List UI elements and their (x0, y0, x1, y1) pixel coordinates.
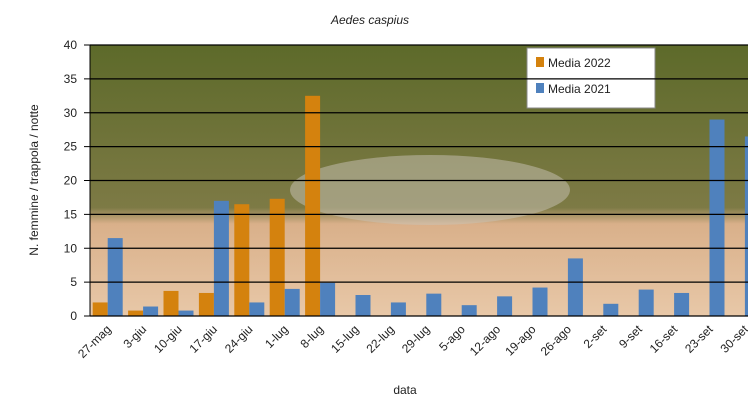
x-tick-label: 8-lug (297, 322, 326, 351)
legend (526, 47, 656, 109)
bar (638, 289, 654, 316)
bar (497, 296, 513, 316)
bar (269, 198, 285, 316)
bar (128, 310, 144, 316)
y-tick-label: 10 (64, 241, 78, 255)
bar (178, 310, 194, 316)
bar (163, 290, 179, 316)
y-tick-label: 35 (64, 72, 78, 86)
x-tick-label: 17-giu (187, 322, 220, 355)
x-tick-label: 27-mag (75, 322, 114, 361)
background-photo (290, 155, 570, 225)
y-tick-label: 40 (64, 38, 78, 52)
y-tick-label: 25 (64, 140, 78, 154)
x-tick-label: 26-ago (538, 322, 575, 359)
x-tick-label: 19-ago (502, 322, 539, 359)
bar (234, 204, 250, 316)
bar (249, 302, 265, 316)
x-tick-label: 15-lug (328, 322, 361, 355)
bar (355, 294, 371, 316)
x-tick-label: 3-giu (120, 322, 149, 351)
x-tick-label: 24-giu (222, 322, 255, 355)
y-tick-label: 15 (64, 207, 78, 221)
bar (198, 292, 214, 316)
x-tick-label: 16-set (647, 322, 681, 356)
bar (107, 238, 123, 316)
x-tick-label: 2-set (581, 322, 610, 351)
x-tick-label: 5-ago (436, 322, 468, 354)
bar (461, 305, 477, 316)
bar (709, 119, 725, 317)
legend-swatch (536, 57, 544, 67)
y-tick-label: 20 (64, 174, 78, 188)
legend-label: Media 2022 (548, 56, 611, 70)
bar (744, 136, 748, 316)
bar (603, 303, 619, 316)
x-tick-label: 22-lug (364, 322, 397, 355)
bar (92, 302, 108, 316)
bar (390, 302, 406, 316)
y-tick-label: 5 (70, 275, 77, 289)
bar (284, 288, 300, 316)
bar (213, 200, 229, 316)
x-tick-label: 29-lug (399, 322, 432, 355)
legend-label: Media 2021 (548, 82, 611, 96)
bar (305, 95, 321, 316)
y-tick-label: 0 (70, 309, 77, 323)
x-tick-label: 1-lug (262, 322, 291, 351)
bar (674, 292, 690, 316)
legend-swatch (536, 83, 544, 93)
bar (532, 287, 548, 316)
x-tick-label: 10-giu (151, 322, 184, 355)
x-tick-label: 30-set (718, 322, 748, 356)
bar (426, 293, 442, 316)
x-tick-label: 23-set (682, 322, 716, 356)
x-tick-label: 12-ago (467, 322, 504, 359)
chart-title: Aedes caspius (330, 13, 409, 27)
bar (567, 258, 583, 316)
y-tick-label: 30 (64, 106, 78, 120)
x-tick-label: 9-set (616, 322, 645, 351)
x-axis-label: data (393, 383, 417, 397)
y-axis-label: N. femmine / trappola / notte (27, 104, 41, 256)
bar (143, 306, 159, 316)
bar (320, 282, 336, 316)
